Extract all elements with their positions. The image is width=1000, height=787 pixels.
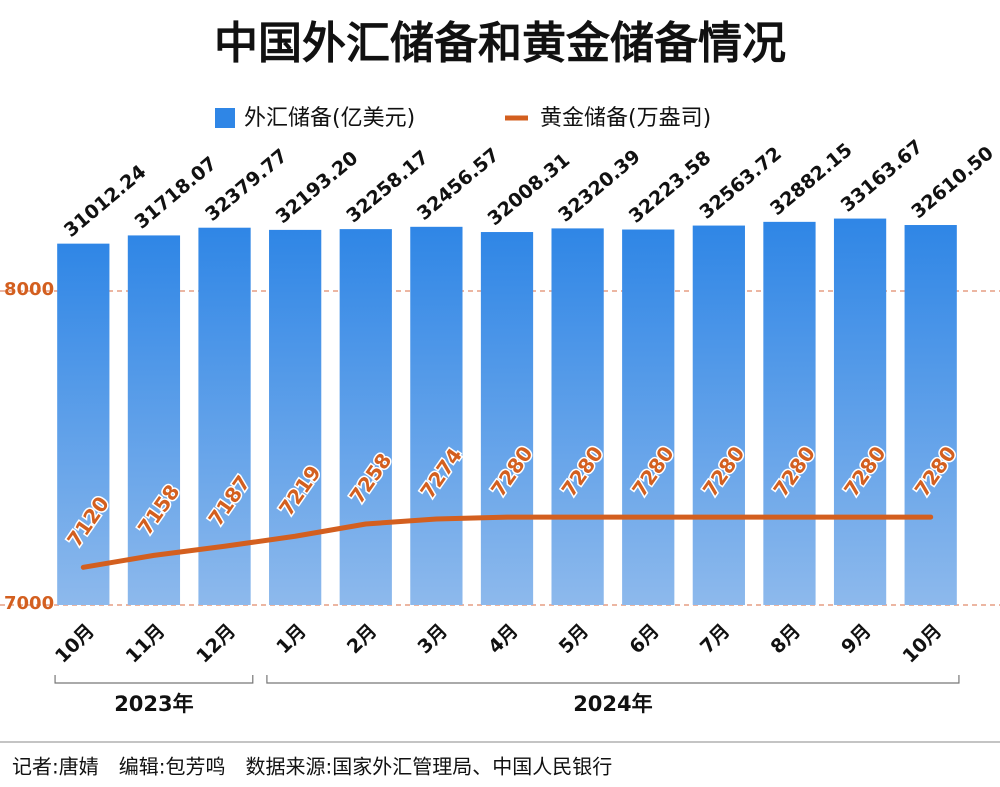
bar <box>551 228 604 605</box>
x-tick-label: 4月 <box>484 620 522 658</box>
legend-label: 外汇储备(亿美元) <box>244 106 415 131</box>
bar <box>57 243 110 605</box>
group-label: 2024年 <box>573 692 652 716</box>
x-tick-label: 8月 <box>767 620 805 658</box>
chart-title: 中国外汇储备和黄金储备情况 <box>214 18 786 69</box>
x-tick-label: 12月 <box>192 620 240 668</box>
data-label: 31012.24 <box>60 161 151 242</box>
group-label: 2023年 <box>114 692 193 716</box>
bar <box>269 229 322 605</box>
bar <box>833 218 887 605</box>
bar <box>410 226 463 605</box>
x-tick-label: 10月 <box>898 620 946 668</box>
group-bracket <box>54 675 254 684</box>
legend-label: 黄金储备(万盎司) <box>540 106 711 131</box>
line <box>80 514 934 570</box>
x-tick-label: 7月 <box>696 620 734 658</box>
x-tick-label: 6月 <box>625 620 663 658</box>
bar <box>480 232 534 605</box>
x-tick-label: 3月 <box>413 620 451 658</box>
x-tick-label: 11月 <box>122 620 170 668</box>
data-label: 31718.07 <box>131 152 222 233</box>
bar <box>127 235 181 605</box>
group-bracket <box>266 675 960 684</box>
bar <box>622 229 675 605</box>
x-tick-label: 2月 <box>343 620 381 658</box>
x-tick-label: 5月 <box>555 620 593 658</box>
y-tick-label: 7000 <box>4 593 54 614</box>
bar <box>904 225 957 605</box>
bar <box>763 221 816 605</box>
bar <box>339 229 392 605</box>
bar <box>692 225 745 605</box>
x-tick-label: 9月 <box>837 620 875 658</box>
x-tick-label: 1月 <box>272 620 310 658</box>
footer: 记者:唐婧 编辑:包芳鸣 数据来源:国家外汇管理局、中国人民银行 <box>12 755 612 779</box>
y-tick-label: 8000 <box>4 279 54 300</box>
x-tick-label: 10月 <box>51 620 99 668</box>
legend-swatch <box>215 108 235 128</box>
